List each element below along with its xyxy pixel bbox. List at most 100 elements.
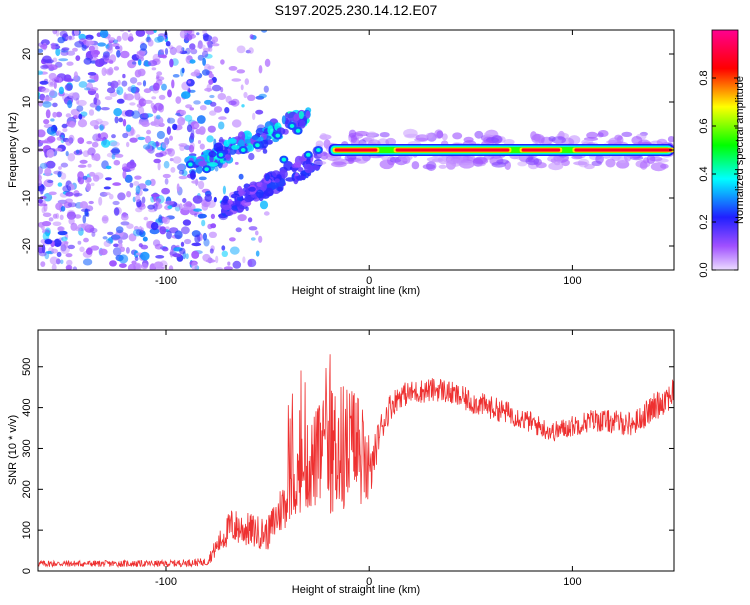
noise-blob <box>66 211 76 220</box>
colorbar-bar <box>711 29 739 271</box>
noise-blob <box>202 32 209 42</box>
noise-blob <box>93 73 99 82</box>
y-tick-label: -20 <box>21 238 33 254</box>
noise-blob <box>77 119 88 128</box>
noise-blob <box>197 54 204 61</box>
noise-blob <box>48 90 58 99</box>
ridge-halo <box>525 156 540 166</box>
noise-blob <box>178 143 188 147</box>
noise-blob <box>201 69 210 76</box>
noise-blob <box>87 163 92 168</box>
noise-blob <box>120 246 125 252</box>
ridge-halo <box>503 139 515 146</box>
noise-blob <box>62 127 68 133</box>
noise-blob <box>81 44 87 51</box>
noise-blob <box>164 148 172 155</box>
noise-blob <box>186 124 193 133</box>
noise-blob <box>42 101 52 108</box>
noise-blob <box>127 30 131 33</box>
noise-blob <box>209 110 217 116</box>
noise-blob <box>48 191 57 196</box>
noise-blob <box>140 251 150 261</box>
noise-blob <box>236 45 246 54</box>
noise-blob <box>40 44 48 50</box>
noise-blob <box>58 166 62 170</box>
noise-blob <box>181 91 191 99</box>
noise-blob <box>153 102 164 111</box>
noise-blob <box>164 178 169 185</box>
noise-blob <box>104 96 113 101</box>
ridge-halo <box>591 160 602 166</box>
noise-blob <box>157 162 161 171</box>
spectrogram-x-ticks: -100 0 100 <box>155 30 582 287</box>
snr-series-line <box>38 354 674 569</box>
noise-blob <box>39 140 50 144</box>
noise-blob <box>78 81 88 88</box>
noise-blob <box>150 193 160 198</box>
noise-blob <box>106 68 113 76</box>
branch-blob <box>190 170 196 180</box>
noise-blob <box>224 107 230 114</box>
noise-blob <box>102 236 108 240</box>
noise-blob <box>90 182 95 187</box>
noise-blob <box>56 130 62 136</box>
noise-blob <box>210 101 217 107</box>
noise-blob <box>227 261 231 266</box>
ridge-halo <box>348 129 357 138</box>
noise-blob <box>89 171 96 177</box>
branch-blob <box>293 162 302 168</box>
noise-blob <box>66 61 74 66</box>
noise-blob <box>145 179 152 186</box>
noise-blob <box>83 237 89 243</box>
noise-blob <box>121 32 129 41</box>
noise-blob <box>187 80 191 84</box>
noise-blob <box>129 182 134 188</box>
noise-blob <box>141 112 149 119</box>
noise-blob <box>252 112 256 120</box>
noise-blob <box>196 32 200 36</box>
noise-blob <box>264 58 271 67</box>
noise-blob <box>45 109 51 119</box>
onset-blob-core <box>289 124 295 128</box>
noise-blob <box>169 58 174 68</box>
noise-blob <box>129 137 138 143</box>
noise-blob <box>209 248 214 254</box>
noise-blob <box>151 67 157 71</box>
colorbar-tick-label: 0.0 <box>698 262 710 277</box>
noise-blob <box>61 47 70 51</box>
noise-blob <box>57 226 64 231</box>
branch-blob <box>267 125 274 135</box>
noise-blob <box>167 205 173 210</box>
noise-blob <box>93 172 104 180</box>
noise-blob <box>90 245 100 251</box>
branch-blob <box>248 186 256 192</box>
noise-blob <box>214 166 219 172</box>
noise-blob <box>168 265 174 270</box>
noise-blob <box>207 125 216 133</box>
noise-blob <box>53 170 63 175</box>
noise-blob <box>255 250 260 257</box>
noise-blob <box>115 45 120 50</box>
noise-blob <box>178 203 183 211</box>
noise-blob <box>196 115 206 124</box>
ridge-halo <box>331 161 347 168</box>
onset-blob-core <box>204 167 209 172</box>
noise-blob <box>78 113 83 120</box>
noise-blob <box>43 96 53 102</box>
noise-blob <box>122 170 127 179</box>
branch-blob <box>208 150 217 158</box>
onset-blob-core <box>275 133 281 138</box>
noise-blob <box>208 73 214 79</box>
ridge-halo <box>548 136 556 142</box>
noise-blob <box>73 193 83 197</box>
noise-blob <box>176 164 185 171</box>
ridge-hot-core <box>521 148 561 152</box>
noise-blob <box>164 48 169 55</box>
ridge-halo <box>379 132 390 138</box>
noise-blob <box>162 247 169 252</box>
noise-blob <box>90 51 95 56</box>
noise-blob <box>242 256 246 264</box>
noise-blob <box>153 261 164 269</box>
branch-blob <box>305 110 311 119</box>
noise-blob <box>57 230 68 236</box>
